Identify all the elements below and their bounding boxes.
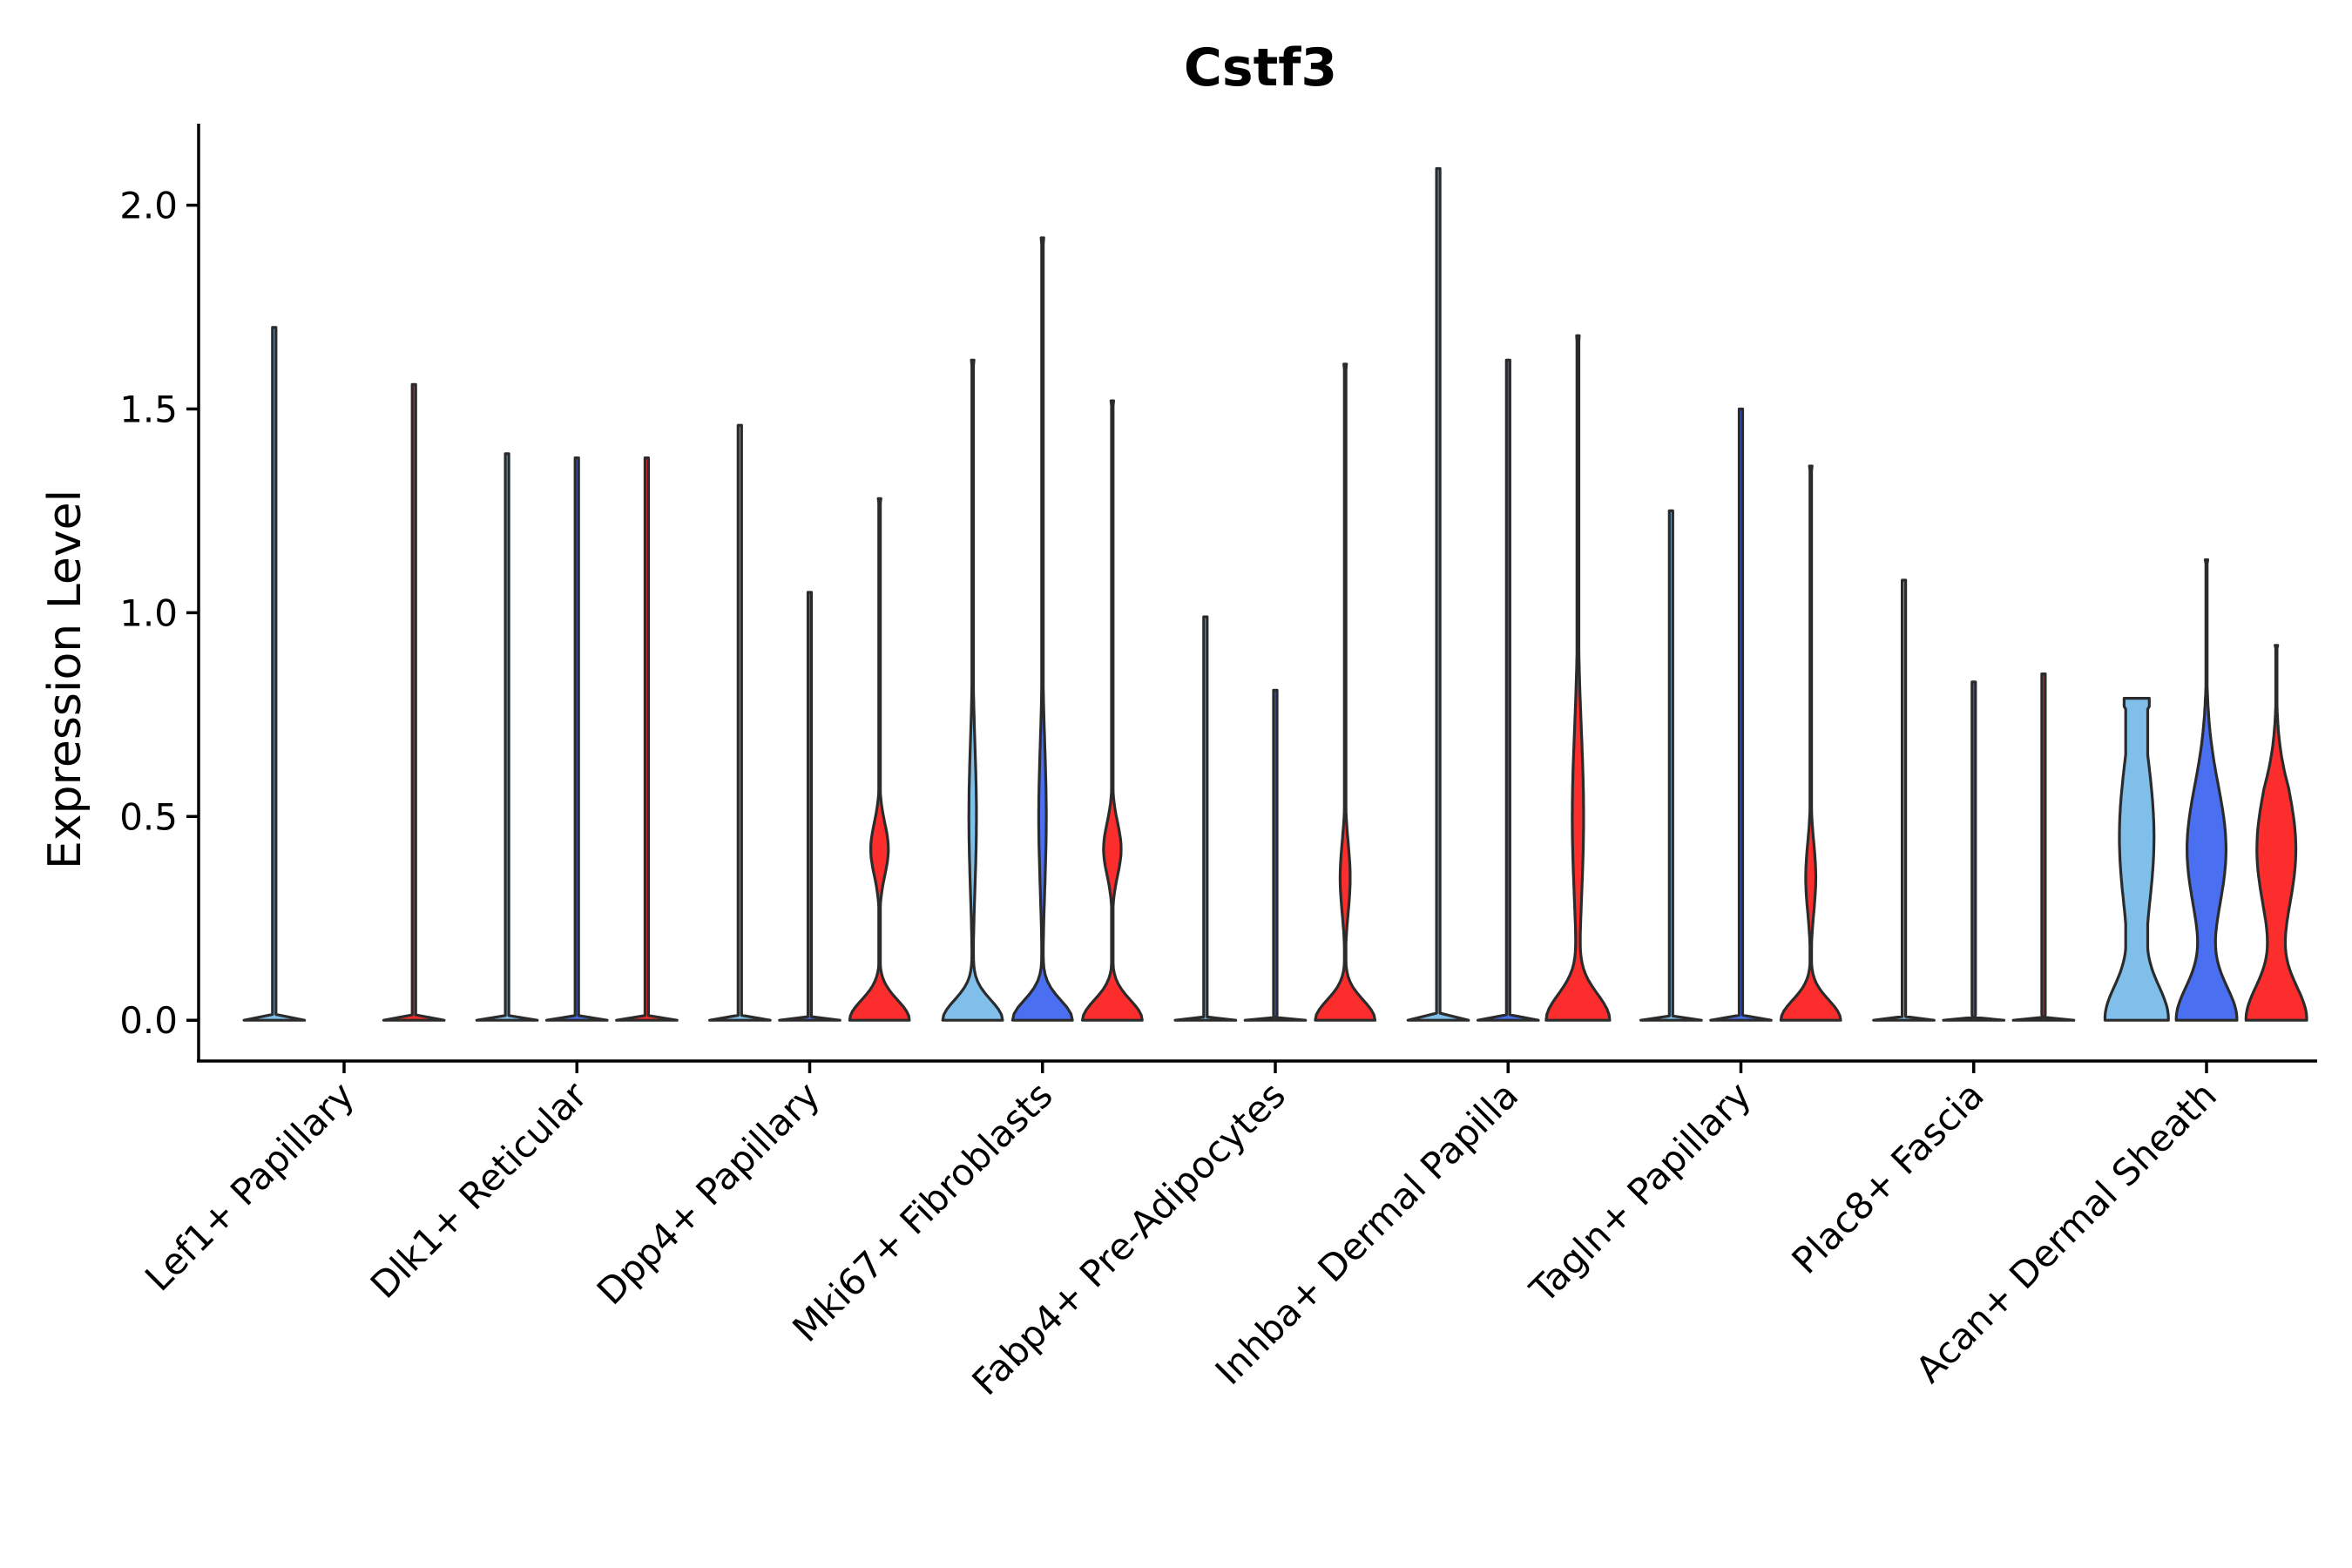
y-tick-label: 0.5 [119,795,178,838]
violin-1-fabp4-pre-adipocytes [1173,615,1238,1022]
violin-3-dlk1-reticular [615,456,679,1022]
y-tick-label: 2.0 [119,185,178,227]
violin-2-tagln-papillary [1709,407,1773,1022]
violin-1-dlk1-reticular [475,452,539,1022]
violin-1-tagln-papillary [1639,509,1703,1022]
violin-1-acan-dermal-sheath [2103,697,2170,1022]
chart-title: Cstf3 [1184,37,1337,98]
violin-2-acan-dermal-sheath [2174,558,2239,1022]
y-tick-label: 0.0 [119,999,178,1042]
x-tick-label: Mki67+ Fibroblasts [784,1073,1060,1349]
x-tick-label: Lef1+ Papillary [137,1073,362,1299]
violin-3-fabp4-pre-adipocytes [1314,362,1377,1022]
x-tick-label: Tagln+ Papillary [1521,1073,1759,1311]
y-axis-label: Expression Level [39,490,91,869]
violin-3-acan-dermal-sheath [2244,644,2308,1022]
violin-1-dpp4-papillary [708,423,772,1022]
violin-3-inhba-dermal-papilla [1544,334,1612,1022]
y-axis-ticks: 0.0 0.5 1.0 1.5 2.0 [119,185,199,1042]
violin-2-plac8-fascia [1942,680,2006,1022]
x-tick-label: Dlk1+ Reticular [362,1073,596,1307]
violin-3-tagln-papillary [1779,464,1842,1022]
violin-2-mki67-fibroblasts [1010,236,1074,1022]
violin-3-mki67-fibroblasts [1081,399,1144,1022]
violin-1-inhba-dermal-papilla [1406,166,1470,1022]
violin-2-fabp4-pre-adipocytes [1243,688,1308,1022]
violin-2-dlk1-reticular [544,456,609,1022]
violins-layer [242,166,2308,1022]
violin-2-inhba-dermal-papilla [1476,358,1540,1022]
x-tick-label: Plac8+ Fascia [1783,1073,1991,1281]
y-tick-label: 1.5 [119,388,178,430]
x-tick-label: Dpp4+ Papillary [589,1073,828,1313]
violin-3-dpp4-papillary [848,497,911,1022]
violin-3-plac8-fascia [2011,672,2076,1022]
violin-1-mki67-fibroblasts [941,358,1004,1022]
violin-3-lef1-papillary [382,382,446,1022]
violin-1-plac8-fascia [1872,578,1936,1022]
violin-2-dpp4-papillary [778,591,841,1022]
y-tick-label: 1.0 [119,591,178,634]
violin-1-lef1-papillary [242,326,307,1022]
